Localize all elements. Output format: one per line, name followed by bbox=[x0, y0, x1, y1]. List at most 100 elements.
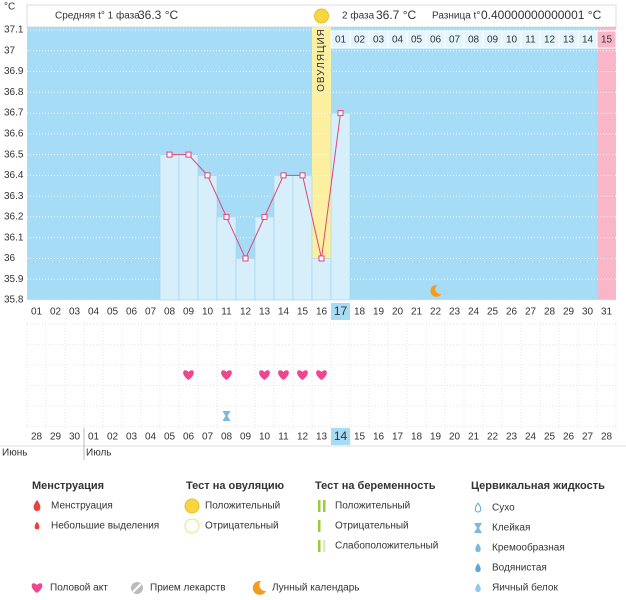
legend-icon bbox=[34, 521, 40, 530]
date-label: 24 bbox=[525, 432, 537, 443]
phase2-day: 09 bbox=[487, 35, 499, 46]
x-tick-label: 03 bbox=[69, 307, 81, 318]
legend-title: Цервикальная жидкость bbox=[471, 480, 605, 492]
temperature-bar bbox=[273, 175, 294, 301]
diff-value: 0.40000000000001 °C bbox=[481, 8, 602, 22]
month-label: Июнь bbox=[2, 448, 27, 459]
legend-icon bbox=[474, 502, 482, 513]
legend-item: Половой акт bbox=[50, 583, 108, 594]
date-label: 30 bbox=[69, 432, 81, 443]
x-tick-label: 01 bbox=[31, 307, 43, 318]
legend-icon bbox=[132, 583, 142, 593]
temperature-point bbox=[261, 213, 268, 220]
date-label: 12 bbox=[297, 432, 309, 443]
today-box bbox=[331, 428, 350, 445]
intercourse-icon bbox=[316, 370, 327, 380]
date-label: 16 bbox=[373, 432, 385, 443]
legend-item: Менструация bbox=[51, 501, 113, 512]
phase1-label: Средняя t° 1 фаза bbox=[55, 10, 140, 22]
phase2-day: 11 bbox=[525, 35, 536, 46]
x-tick-label: 31 bbox=[601, 307, 613, 318]
date-label: 04 bbox=[145, 432, 157, 443]
x-tick-label: 14 bbox=[278, 307, 290, 318]
legend-icon bbox=[33, 500, 41, 511]
phase2-day: 13 bbox=[563, 35, 575, 46]
phase2-day: 03 bbox=[373, 35, 385, 46]
legend-icon bbox=[184, 518, 200, 534]
y-tick-label: 36.2 bbox=[4, 212, 24, 223]
legend-icon bbox=[474, 523, 482, 533]
legend-item: Яичный белок bbox=[492, 582, 558, 594]
intercourse-icon bbox=[183, 370, 194, 380]
phase2-day: 01 bbox=[335, 35, 347, 46]
x-tick-label: 24 bbox=[468, 307, 480, 318]
x-tick-label: 18 bbox=[354, 307, 366, 318]
temperature-point bbox=[204, 172, 211, 179]
x-tick-label: 20 bbox=[392, 307, 404, 318]
y-tick-label: 37.1 bbox=[4, 25, 24, 36]
date-label: 02 bbox=[107, 432, 119, 443]
date-label: 28 bbox=[601, 432, 613, 443]
phase2-day: 04 bbox=[392, 35, 404, 46]
cervical-icon bbox=[222, 411, 231, 421]
date-label: 09 bbox=[240, 432, 252, 443]
y-unit: °C bbox=[4, 2, 15, 13]
legend-icon bbox=[323, 540, 326, 552]
y-tick-label: 35.8 bbox=[4, 295, 24, 306]
y-tick-label: 36.1 bbox=[4, 232, 24, 243]
date-label: 14 bbox=[334, 429, 348, 443]
temperature-point bbox=[318, 255, 325, 262]
temperature-point bbox=[337, 110, 344, 117]
temperature-point bbox=[280, 172, 287, 179]
x-tick-label: 21 bbox=[411, 307, 423, 318]
temperature-point bbox=[223, 213, 230, 220]
temperature-bar bbox=[330, 112, 351, 301]
x-tick-label: 10 bbox=[202, 307, 214, 318]
date-label: 20 bbox=[449, 432, 461, 443]
legend-item: Лунный календарь bbox=[272, 583, 360, 594]
x-tick-label: 05 bbox=[107, 307, 119, 318]
phase2-value: 36.7 °C bbox=[376, 8, 416, 22]
temperature-bar bbox=[254, 216, 275, 301]
phase2-day: 05 bbox=[411, 35, 423, 46]
date-label: 13 bbox=[316, 432, 328, 443]
legend-icon bbox=[184, 498, 200, 514]
legend-title: Тест на овуляцию bbox=[186, 480, 284, 492]
phase2-label: 2 фаза bbox=[342, 10, 375, 22]
legend-icon bbox=[31, 583, 43, 593]
temperature-bar bbox=[292, 175, 313, 301]
phase2-day: 06 bbox=[430, 35, 442, 46]
temperature-line bbox=[169, 113, 341, 260]
ovulation-label: ОВУЛЯЦИЯ bbox=[316, 28, 327, 92]
intercourse-icon bbox=[297, 370, 308, 380]
temperature-point bbox=[185, 151, 192, 158]
y-tick-label: 36.4 bbox=[4, 170, 24, 181]
y-tick-label: 36.5 bbox=[4, 149, 24, 160]
ovulation-icon bbox=[314, 8, 329, 24]
legend-item: Отрицательный bbox=[335, 521, 409, 532]
date-label: 21 bbox=[468, 432, 480, 443]
x-tick-label: 27 bbox=[525, 307, 537, 318]
x-tick-label: 15 bbox=[297, 307, 309, 318]
date-label: 06 bbox=[183, 432, 195, 443]
temperature-bar bbox=[216, 216, 237, 301]
date-label: 28 bbox=[31, 432, 43, 443]
phase2-day: 02 bbox=[354, 35, 366, 46]
temperature-point bbox=[299, 172, 306, 179]
legend-icon bbox=[475, 563, 481, 572]
diff-label: Разница t° bbox=[432, 11, 480, 22]
x-tick-label: 11 bbox=[221, 307, 232, 318]
legend-title: Менструация bbox=[32, 480, 104, 492]
temperature-point bbox=[242, 255, 249, 262]
month-label: Июль bbox=[86, 448, 112, 459]
date-label: 27 bbox=[582, 432, 594, 443]
legend-icon bbox=[475, 583, 481, 592]
y-tick-label: 37 bbox=[4, 45, 16, 56]
x-tick-label: 25 bbox=[487, 307, 499, 318]
date-label: 01 bbox=[88, 432, 100, 443]
x-tick-label: 08 bbox=[164, 307, 176, 318]
x-tick-label: 28 bbox=[544, 307, 556, 318]
date-label: 15 bbox=[354, 432, 366, 443]
today-box bbox=[331, 303, 350, 320]
